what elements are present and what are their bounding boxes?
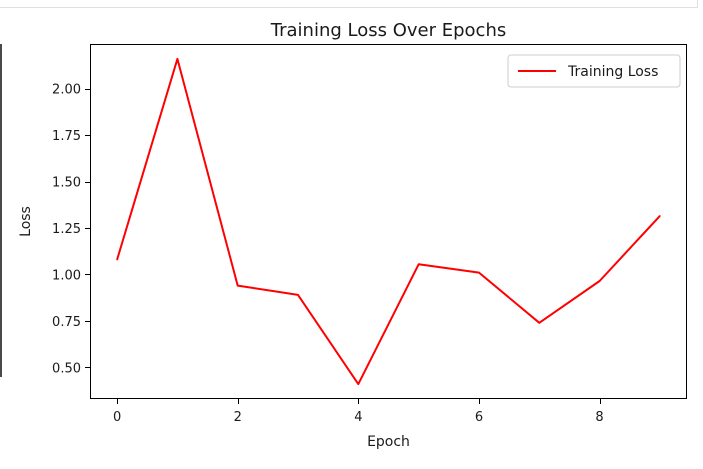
y-tick-label: 1.00 (52, 268, 81, 283)
y-tick-label: 1.75 (52, 129, 81, 144)
x-axis-ticks: 0 2 4 6 8 (113, 399, 604, 425)
y-axis-ticks: 0.50 0.75 1.00 1.25 1.50 1.75 2.00 (52, 83, 90, 376)
data-point (538, 321, 541, 324)
series-line-training-loss (116, 57, 661, 386)
legend-box (507, 54, 681, 88)
x-tick-label: 8 (595, 410, 603, 425)
data-point (176, 58, 179, 60)
chart-title: Training Loss Over Epochs (270, 20, 506, 41)
data-point (598, 280, 601, 282)
y-tick-label: 2.00 (52, 83, 81, 98)
x-tick-label: 2 (234, 410, 242, 425)
x-tick-label: 6 (475, 410, 483, 425)
legend: Training Loss (507, 54, 681, 88)
data-point (417, 263, 420, 266)
cell-left-border (0, 44, 2, 377)
plot-area-frame (90, 44, 687, 399)
x-axis-label: Epoch (367, 434, 410, 450)
legend-label: Training Loss (567, 64, 658, 80)
y-axis-label: Loss (18, 206, 34, 237)
series-layer (116, 57, 661, 386)
y-tick-label: 0.75 (52, 315, 81, 330)
data-point (478, 271, 480, 274)
data-point (659, 215, 661, 217)
y-tick-label: 1.50 (52, 176, 81, 191)
data-point (357, 383, 360, 385)
data-point (116, 258, 118, 261)
y-tick-label: 0.50 (52, 361, 81, 376)
notebook-cell-top-strip (0, 0, 698, 8)
data-point (236, 284, 239, 287)
y-tick-label: 1.25 (52, 222, 81, 237)
x-tick-label: 4 (354, 410, 362, 425)
data-point (297, 294, 299, 296)
x-tick-label: 0 (113, 410, 121, 425)
